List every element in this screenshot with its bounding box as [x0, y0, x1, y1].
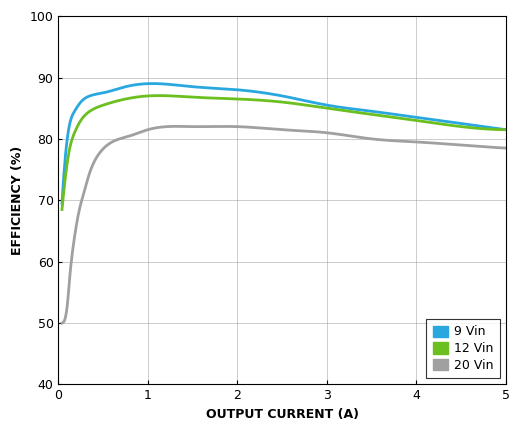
20 Vin [300, 128, 306, 133]
9 Vin [300, 98, 306, 103]
12 Vin [273, 99, 279, 104]
12 Vin [270, 98, 277, 104]
9 Vin [270, 92, 277, 97]
20 Vin [273, 127, 279, 132]
9 Vin [503, 127, 509, 132]
Line: 20 Vin: 20 Vin [62, 127, 506, 323]
Legend: 9 Vin, 12 Vin, 20 Vin: 9 Vin, 12 Vin, 20 Vin [426, 319, 500, 378]
9 Vin [273, 92, 279, 98]
20 Vin [324, 130, 330, 135]
12 Vin [59, 207, 65, 212]
9 Vin [424, 116, 430, 121]
20 Vin [503, 146, 509, 151]
9 Vin [324, 102, 330, 108]
9 Vin [150, 81, 156, 86]
Y-axis label: EFFICIENCY (%): EFFICIENCY (%) [11, 146, 24, 255]
9 Vin [493, 126, 499, 131]
12 Vin [156, 93, 162, 98]
20 Vin [424, 140, 430, 145]
12 Vin [503, 127, 509, 132]
20 Vin [59, 321, 65, 326]
12 Vin [424, 119, 430, 124]
X-axis label: OUTPUT CURRENT (A): OUTPUT CURRENT (A) [206, 408, 358, 421]
Line: 9 Vin: 9 Vin [62, 83, 506, 203]
20 Vin [173, 124, 180, 129]
Line: 12 Vin: 12 Vin [62, 95, 506, 210]
12 Vin [300, 102, 306, 107]
9 Vin [59, 201, 65, 206]
20 Vin [493, 145, 499, 150]
12 Vin [324, 106, 330, 111]
20 Vin [270, 127, 277, 132]
12 Vin [493, 127, 499, 132]
